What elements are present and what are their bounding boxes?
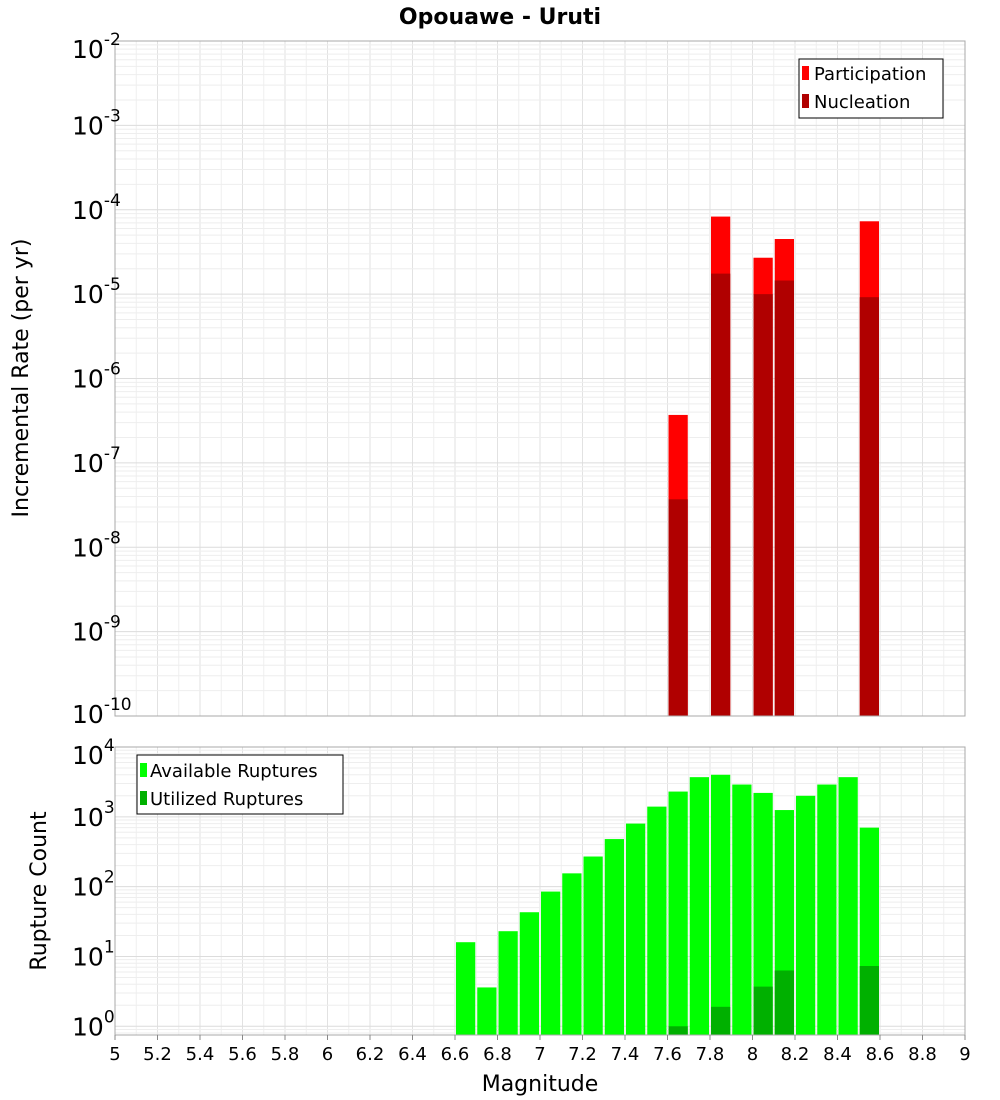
bottom-bar-series1 xyxy=(604,839,624,1035)
x-tick-label: 7.2 xyxy=(568,1044,597,1065)
bottom-panel-grid xyxy=(115,747,965,1035)
bottom-panel-y-ticks: 100 101 102 103 104 xyxy=(72,736,115,1041)
bottom-bar-series1 xyxy=(541,891,561,1035)
bottom-bar-series2 xyxy=(859,966,879,1035)
x-tick-label: 6.4 xyxy=(398,1044,427,1065)
top-ytick-label: 10-9 xyxy=(72,613,121,647)
top-ytick-label: 10-5 xyxy=(72,275,121,309)
x-tick-label: 6.6 xyxy=(441,1044,470,1065)
x-tick-label: 7.6 xyxy=(653,1044,682,1065)
bottom-bar-series1 xyxy=(689,777,709,1035)
top-ytick-label: 10-3 xyxy=(72,106,121,140)
x-tick-label: 5.4 xyxy=(186,1044,215,1065)
x-tick-label: 7 xyxy=(534,1044,545,1065)
bottom-bar-series1 xyxy=(456,942,476,1035)
top-bar-series2 xyxy=(711,273,731,716)
bottom-bar-series1 xyxy=(647,806,667,1035)
top-ytick-label: 10-2 xyxy=(72,30,121,64)
x-tick-label: 9 xyxy=(959,1044,970,1065)
bottom-bar-series1 xyxy=(817,784,837,1035)
x-tick-label: 8.8 xyxy=(908,1044,937,1065)
bottom-bar-series2 xyxy=(711,1006,731,1035)
bottom-ytick-label: 103 xyxy=(72,798,115,832)
legend-swatch-nucleation xyxy=(802,94,809,108)
bottom-bar-series1 xyxy=(583,856,603,1035)
bottom-panel-bars xyxy=(456,774,879,1035)
top-legend-box xyxy=(798,58,944,119)
x-tick-label: 5 xyxy=(109,1044,120,1065)
x-tick-label: 7.4 xyxy=(611,1044,640,1065)
bottom-bar-series1 xyxy=(519,912,539,1035)
bottom-bar-series1 xyxy=(796,795,816,1035)
legend-swatch-utilized xyxy=(140,791,147,805)
top-y-axis-label: Incremental Rate (per yr) xyxy=(9,239,34,518)
top-ytick-label: 10-6 xyxy=(72,360,121,394)
bottom-bar-series1 xyxy=(838,777,858,1035)
x-tick-label: 8.6 xyxy=(866,1044,895,1065)
bottom-bar-series2 xyxy=(668,1026,688,1035)
bottom-bar-series1 xyxy=(711,774,731,1035)
legend-swatch-participation xyxy=(802,66,809,80)
bottom-bar-series2 xyxy=(774,970,794,1035)
x-tick-label: 7.8 xyxy=(696,1044,725,1065)
legend-label-nucleation: Nucleation xyxy=(814,92,910,113)
x-tick-label: 8 xyxy=(747,1044,758,1065)
x-tick-label: 6 xyxy=(322,1044,333,1065)
top-bar-series2 xyxy=(859,297,879,716)
top-bar-series2 xyxy=(668,499,688,716)
bottom-legend-box xyxy=(136,754,344,815)
chart-title: Opouawe - Uruti xyxy=(399,5,601,30)
legend-swatch-available xyxy=(140,763,147,777)
bottom-bar-series1 xyxy=(562,873,582,1035)
top-ytick-label: 10-4 xyxy=(72,191,121,225)
x-tick-label: 6.2 xyxy=(356,1044,385,1065)
x-tick-label: 5.6 xyxy=(228,1044,257,1065)
bottom-ytick-label: 102 xyxy=(72,868,115,902)
x-tick-label: 8.4 xyxy=(823,1044,852,1065)
bottom-panel-x-ticks: 5 5.2 5.4 5.6 5.8 6 6.2 6.4 6.6 6.8 7 7.2 7.4 7.6 7.8 8… xyxy=(109,1035,971,1065)
top-bar-series2 xyxy=(774,280,794,716)
bottom-bar-series2 xyxy=(753,986,773,1035)
bottom-legend: Available Ruptures Utilized Ruptures xyxy=(136,754,344,815)
x-axis-label: Magnitude xyxy=(482,1072,599,1097)
top-panel-grid xyxy=(115,41,965,717)
top-ytick-label: 10-10 xyxy=(72,695,132,729)
legend-label-participation: Participation xyxy=(814,64,926,85)
bottom-ytick-label: 100 xyxy=(72,1007,115,1041)
legend-label-utilized: Utilized Ruptures xyxy=(150,789,303,810)
bottom-bar-series1 xyxy=(732,784,752,1035)
legend-label-available: Available Ruptures xyxy=(150,761,318,782)
bottom-ytick-label: 101 xyxy=(72,937,115,971)
x-tick-label: 6.8 xyxy=(483,1044,512,1065)
top-panel-frame xyxy=(114,40,966,717)
x-tick-label: 5.2 xyxy=(143,1044,172,1065)
bottom-bar-series1 xyxy=(626,823,646,1035)
bottom-y-axis-label: Rupture Count xyxy=(27,811,52,971)
top-ytick-label: 10-7 xyxy=(72,444,121,478)
top-bar-series2 xyxy=(753,294,773,716)
x-tick-label: 8.2 xyxy=(781,1044,810,1065)
top-ytick-label: 10-8 xyxy=(72,528,121,562)
top-panel-y-ticks: 10-10 10-9 10-8 10-7 10-6 10-5 10-4 10-3 10-2 xyxy=(72,30,132,729)
top-panel-bars xyxy=(668,216,879,716)
bottom-bar-series1 xyxy=(498,931,518,1035)
bottom-bar-series1 xyxy=(668,791,688,1035)
bottom-bar-series1 xyxy=(753,792,773,1035)
x-tick-label: 5.8 xyxy=(271,1044,300,1065)
bottom-bar-series1 xyxy=(477,987,497,1035)
top-legend: Participation Nucleation xyxy=(798,58,944,119)
bottom-ytick-label: 104 xyxy=(72,736,115,770)
